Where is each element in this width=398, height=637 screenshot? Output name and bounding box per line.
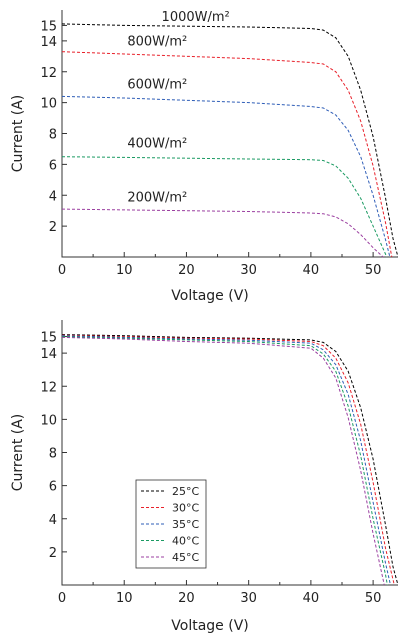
x-tick-label: 30	[240, 591, 257, 606]
legend-label: 35°C	[172, 518, 199, 531]
y-tick-label: 2	[49, 220, 57, 235]
y-axis-label: Current (A)	[10, 95, 26, 173]
x-tick-label: 50	[365, 591, 382, 606]
series-line	[61, 334, 398, 586]
series-line	[61, 51, 393, 258]
series-line	[61, 23, 398, 258]
y-tick-label: 4	[49, 189, 57, 204]
irradiance-annotation: 1000W/m²	[162, 10, 230, 25]
series-line	[61, 208, 384, 258]
legend: 25°C 30°C 35°C 40°C 45°C	[135, 479, 207, 569]
legend-label: 25°C	[172, 485, 199, 498]
axes-frame	[61, 10, 398, 258]
y-tick-label: 15	[40, 331, 57, 346]
y-tick-label: 15	[40, 19, 57, 34]
legend-label: 40°C	[172, 535, 199, 548]
x-tick-label: 10	[116, 263, 133, 278]
x-tick-label: 0	[58, 591, 66, 606]
series-line	[61, 156, 388, 258]
y-tick-label: 4	[49, 513, 57, 528]
x-tick-label: 10	[116, 591, 133, 606]
y-tick-label: 12	[40, 66, 57, 81]
series-line	[61, 95, 391, 258]
series-line	[61, 336, 388, 586]
y-tick-label: 10	[40, 413, 57, 428]
legend-label: 30°C	[172, 502, 199, 515]
y-tick-label: 2	[49, 546, 57, 561]
y-tick-label: 14	[40, 347, 57, 362]
x-tick-label: 40	[303, 591, 320, 606]
irradiance-annotation: 400W/m²	[127, 136, 187, 151]
y-tick-label: 8	[49, 447, 57, 462]
x-tick-label: 50	[365, 263, 382, 278]
x-tick-label: 30	[240, 263, 257, 278]
irradiance-annotation: 600W/m²	[127, 78, 187, 93]
x-tick-label: 40	[303, 263, 320, 278]
y-tick-label: 12	[40, 380, 57, 395]
x-tick-label: 0	[58, 263, 66, 278]
y-tick-label: 10	[40, 97, 57, 112]
y-tick-label: 14	[40, 35, 57, 50]
legend-label: 45°C	[172, 551, 199, 564]
y-tick-label: 8	[49, 128, 57, 143]
x-tick-label: 20	[178, 263, 195, 278]
series-line	[61, 335, 391, 586]
y-tick-label: 6	[49, 158, 57, 173]
x-axis-label: Voltage (V)	[171, 288, 248, 304]
axes-frame	[61, 320, 398, 586]
irradiance-annotation: 200W/m²	[127, 190, 187, 205]
series-line	[61, 334, 395, 586]
x-tick-label: 20	[178, 591, 195, 606]
series-line	[61, 336, 385, 586]
y-axis-label: Current (A)	[10, 414, 26, 492]
x-axis-label: Voltage (V)	[171, 618, 248, 634]
irradiance-annotation: 800W/m²	[127, 35, 187, 50]
y-tick-label: 6	[49, 480, 57, 495]
